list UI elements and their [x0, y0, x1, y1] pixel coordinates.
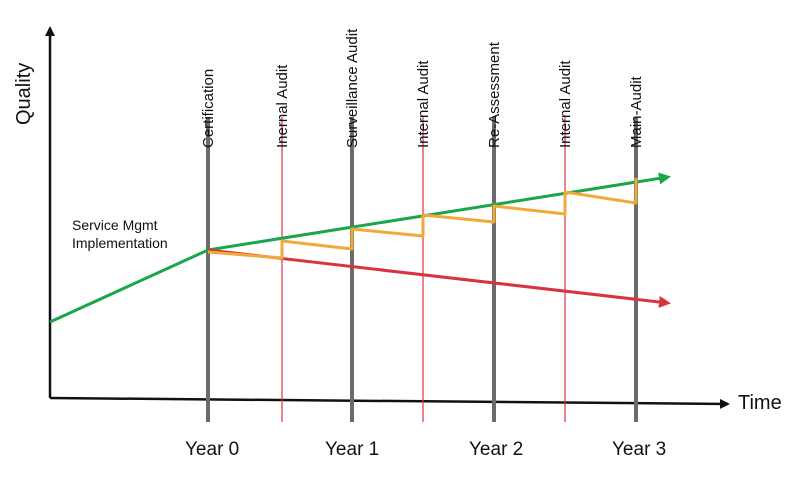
milestone-label-2: Surveillance Audit: [344, 28, 361, 148]
milestone-label-1: Inernal Audit: [274, 64, 291, 148]
milestone-label-6: Main-Audit: [628, 75, 645, 148]
annotation-line-2: Implementation: [72, 235, 168, 251]
year-label-0: Year 0: [185, 439, 239, 460]
y-axis-title: Quality: [13, 63, 35, 125]
implementation-line: [49, 248, 209, 324]
x-axis: [49, 396, 730, 409]
year-label-2: Year 2: [469, 439, 523, 460]
year-label-1: Year 1: [325, 439, 379, 460]
year-label-3: Year 3: [612, 439, 666, 460]
x-axis-title: Time: [738, 392, 782, 414]
milestone-label-4: Re-Assessment: [486, 41, 503, 148]
milestone-label-0: Certification: [200, 69, 217, 148]
improvement-line: [207, 172, 671, 252]
decline-line: [207, 248, 671, 308]
milestone-markers: [206, 117, 638, 422]
milestone-labels: Certification Inernal Audit Surveillance A…: [200, 28, 645, 148]
annotation-line-1: Service Mgmt: [72, 217, 158, 233]
milestone-label-3: Internal Audit: [415, 60, 432, 148]
milestone-label-5: Internal Audit: [557, 60, 574, 148]
actual-quality-staircase: [207, 178, 638, 260]
